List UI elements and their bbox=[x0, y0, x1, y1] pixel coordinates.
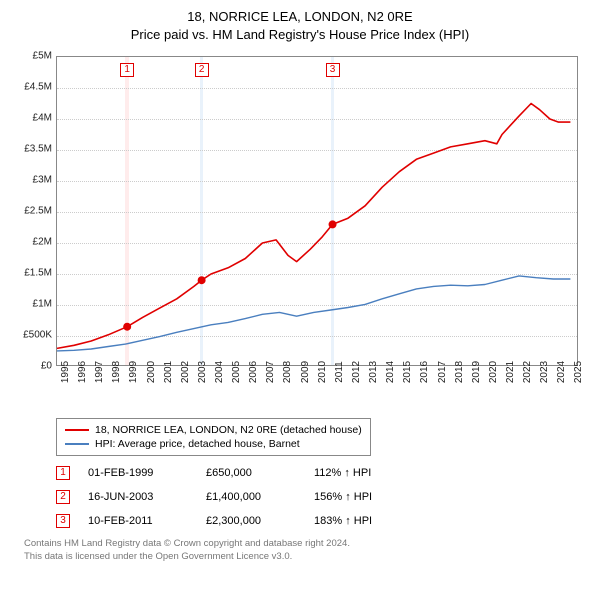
y-axis-label: £2.5M bbox=[8, 206, 52, 217]
sale-dot bbox=[329, 221, 337, 229]
y-axis-label: £3M bbox=[8, 175, 52, 186]
footer-line2: This data is licensed under the Open Gov… bbox=[24, 551, 588, 564]
legend-label: HPI: Average price, detached house, Barn… bbox=[95, 438, 300, 450]
legend-swatch bbox=[65, 429, 89, 431]
y-axis-label: £2M bbox=[8, 237, 52, 248]
sale-row-marker: 3 bbox=[56, 514, 70, 528]
x-axis-label: 2007 bbox=[265, 361, 276, 383]
sale-date: 10-FEB-2011 bbox=[88, 515, 188, 527]
sale-price: £2,300,000 bbox=[206, 515, 296, 527]
x-axis-label: 1996 bbox=[77, 361, 88, 383]
sale-row: 2 16-JUN-2003 £1,400,000 156% ↑ HPI bbox=[56, 490, 588, 504]
sale-dot bbox=[198, 277, 206, 285]
x-axis-label: 1998 bbox=[111, 361, 122, 383]
x-axis-label: 2008 bbox=[282, 361, 293, 383]
x-axis-label: 2010 bbox=[317, 361, 328, 383]
chart-container: 18, NORRICE LEA, LONDON, N2 0RE Price pa… bbox=[0, 0, 600, 572]
sale-price: £650,000 bbox=[206, 467, 296, 479]
x-axis-label: 2017 bbox=[437, 361, 448, 383]
legend-label: 18, NORRICE LEA, LONDON, N2 0RE (detache… bbox=[95, 424, 362, 436]
x-axis-label: 1999 bbox=[128, 361, 139, 383]
x-axis-label: 2019 bbox=[471, 361, 482, 383]
footer-line1: Contains HM Land Registry data © Crown c… bbox=[24, 538, 588, 551]
line-series-svg bbox=[57, 57, 577, 365]
y-axis-label: £1.5M bbox=[8, 268, 52, 279]
chart-area: 123 £0£500K£1M£1.5M£2M£2.5M£3M£3.5M£4M£4… bbox=[12, 52, 588, 412]
plot-area: 1 2 3 bbox=[56, 56, 578, 366]
legend-item: 18, NORRICE LEA, LONDON, N2 0RE (detache… bbox=[65, 423, 362, 437]
title-address: 18, NORRICE LEA, LONDON, N2 0RE bbox=[12, 8, 588, 26]
y-axis-label: £3.5M bbox=[8, 144, 52, 155]
x-axis-label: 2022 bbox=[522, 361, 533, 383]
sale-dot bbox=[123, 323, 131, 331]
sale-pct: 156% ↑ HPI bbox=[314, 491, 414, 503]
x-axis-label: 2020 bbox=[488, 361, 499, 383]
series-line bbox=[57, 276, 570, 351]
x-axis-label: 2003 bbox=[197, 361, 208, 383]
x-axis-label: 2005 bbox=[231, 361, 242, 383]
sale-price: £1,400,000 bbox=[206, 491, 296, 503]
sale-marker-box: 1 bbox=[120, 63, 134, 77]
x-axis-label: 2001 bbox=[163, 361, 174, 383]
x-axis-label: 2018 bbox=[454, 361, 465, 383]
sale-row-marker: 1 bbox=[56, 466, 70, 480]
y-axis-label: £1M bbox=[8, 299, 52, 310]
x-axis-label: 2000 bbox=[146, 361, 157, 383]
x-axis-label: 2011 bbox=[334, 362, 345, 384]
sale-marker-box: 3 bbox=[326, 63, 340, 77]
x-axis-label: 2002 bbox=[180, 361, 191, 383]
x-axis-label: 2015 bbox=[402, 361, 413, 383]
x-axis-label: 2013 bbox=[368, 361, 379, 383]
sale-pct: 112% ↑ HPI bbox=[314, 467, 414, 479]
footer-attribution: Contains HM Land Registry data © Crown c… bbox=[24, 538, 588, 564]
y-axis-label: £4M bbox=[8, 113, 52, 124]
sale-date: 16-JUN-2003 bbox=[88, 491, 188, 503]
sale-row: 3 10-FEB-2011 £2,300,000 183% ↑ HPI bbox=[56, 514, 588, 528]
legend-item: HPI: Average price, detached house, Barn… bbox=[65, 437, 362, 451]
sale-row: 1 01-FEB-1999 £650,000 112% ↑ HPI bbox=[56, 466, 588, 480]
title-subtitle: Price paid vs. HM Land Registry's House … bbox=[12, 26, 588, 44]
sale-date: 01-FEB-1999 bbox=[88, 467, 188, 479]
y-axis-label: £0 bbox=[8, 361, 52, 372]
series-line bbox=[57, 104, 570, 349]
x-axis-label: 2014 bbox=[385, 361, 396, 383]
x-axis-label: 1997 bbox=[94, 361, 105, 383]
x-axis-label: 2021 bbox=[505, 361, 516, 383]
x-axis-label: 1995 bbox=[60, 361, 71, 383]
sale-row-marker: 2 bbox=[56, 490, 70, 504]
x-axis-label: 2006 bbox=[248, 361, 259, 383]
legend: 18, NORRICE LEA, LONDON, N2 0RE (detache… bbox=[56, 418, 371, 456]
chart-title: 18, NORRICE LEA, LONDON, N2 0RE Price pa… bbox=[12, 8, 588, 44]
x-axis-label: 2023 bbox=[539, 361, 550, 383]
x-axis-label: 2004 bbox=[214, 361, 225, 383]
y-axis-label: £4.5M bbox=[8, 82, 52, 93]
x-axis-label: 2025 bbox=[573, 361, 584, 383]
x-axis-label: 2024 bbox=[556, 361, 567, 383]
x-axis-label: 2012 bbox=[351, 361, 362, 383]
sale-pct: 183% ↑ HPI bbox=[314, 515, 414, 527]
sale-marker-box: 2 bbox=[195, 63, 209, 77]
x-axis-label: 2016 bbox=[419, 361, 430, 383]
legend-swatch bbox=[65, 443, 89, 445]
y-axis-label: £500K bbox=[8, 330, 52, 341]
y-axis-label: £5M bbox=[8, 51, 52, 62]
sales-table: 1 01-FEB-1999 £650,000 112% ↑ HPI 2 16-JUN-20… bbox=[56, 466, 588, 528]
x-axis-label: 2009 bbox=[300, 361, 311, 383]
